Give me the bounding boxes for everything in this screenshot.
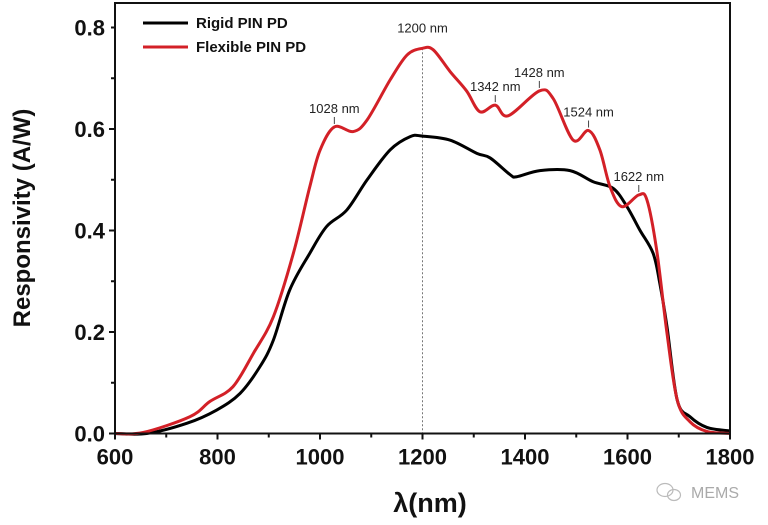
series-line-flexible: [114, 45, 731, 436]
x-tick-label: 1600: [603, 445, 652, 470]
watermark: MEMS: [656, 482, 739, 502]
legend-label-rigid: Rigid PIN PD: [196, 15, 288, 32]
wechat-icon: [656, 482, 682, 502]
annotation-label: 1200 nm: [397, 20, 448, 35]
x-tick-label: 1000: [296, 445, 345, 470]
annotation-label: 1622 nm: [613, 169, 664, 184]
x-tick-label: 1200: [398, 445, 447, 470]
y-axis-label: Responsivity (A/W): [9, 109, 36, 328]
legend-label-flexible: Flexible PIN PD: [196, 39, 306, 56]
x-tick-label: 800: [199, 445, 236, 470]
y-tick-labels: 0.0 0.2 0.4 0.6 0.8: [74, 16, 105, 447]
x-tick-label: 1800: [706, 445, 755, 470]
x-tick-labels: 600 800 1000 1200 1400 1600 1800: [97, 445, 755, 470]
y-tick-label: 0.8: [74, 16, 105, 41]
annotation-label: 1524 nm: [563, 105, 614, 120]
y-tick-label: 0.4: [74, 219, 105, 244]
x-tick-label: 1400: [501, 445, 550, 470]
annotation-label: 1028 nm: [309, 101, 360, 116]
legend: Rigid PIN PD Flexible PIN PD: [143, 15, 306, 56]
y-tick-label: 0.2: [74, 320, 105, 345]
annotation-label: 1342 nm: [470, 79, 521, 94]
x-tick-label: 600: [97, 445, 134, 470]
y-tick-label: 0.6: [74, 117, 105, 142]
series-line-rigid: [114, 133, 731, 436]
x-axis-label: λ(nm): [393, 488, 467, 518]
annotation-label: 1428 nm: [514, 65, 565, 80]
y-tick-label: 0.0: [74, 422, 105, 447]
watermark-text: MEMS: [691, 485, 739, 502]
